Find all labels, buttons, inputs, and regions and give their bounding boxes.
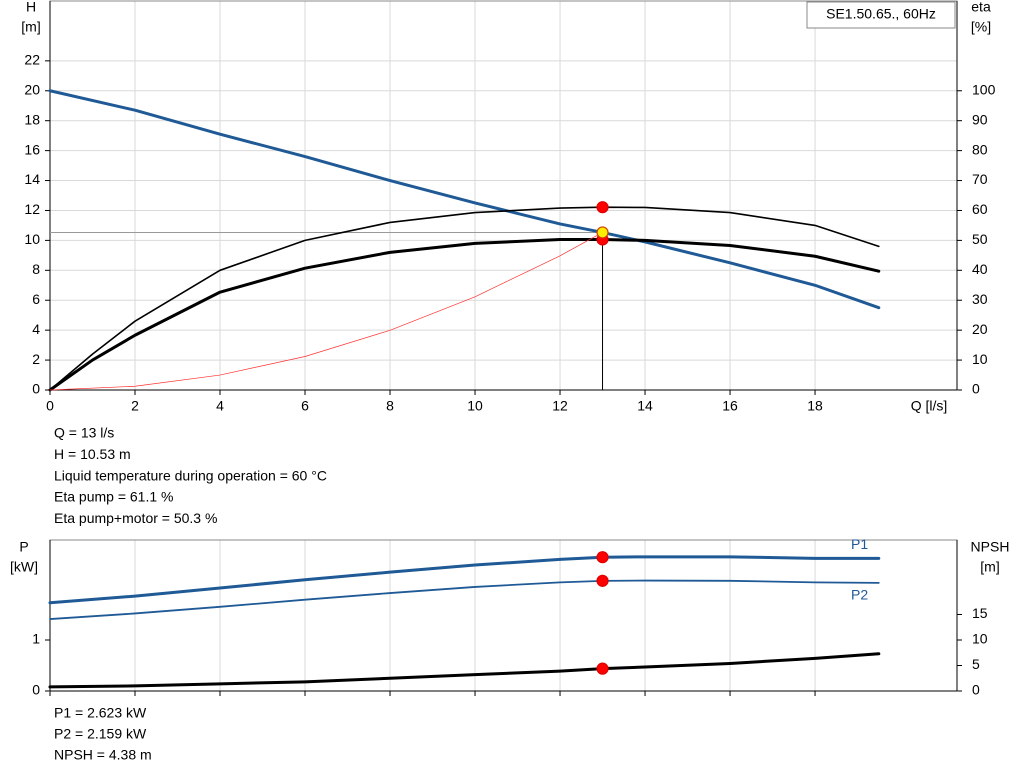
x-tick-label: 6 bbox=[301, 398, 309, 414]
y2-tick-label: 70 bbox=[972, 171, 988, 187]
x-tick-label: 0 bbox=[46, 398, 54, 414]
y-tick-label: 2 bbox=[32, 351, 40, 367]
y-tick-label: 8 bbox=[32, 261, 40, 277]
y-tick-label: 22 bbox=[24, 52, 40, 68]
y-axis-label: H bbox=[26, 0, 36, 15]
x-tick-label: 16 bbox=[722, 398, 738, 414]
x-tick-label: 12 bbox=[552, 398, 568, 414]
operating-point bbox=[596, 574, 609, 587]
readout-line: Liquid temperature during operation = 60… bbox=[54, 467, 327, 483]
y2-tick-label: 5 bbox=[972, 656, 980, 672]
x-tick-label: 18 bbox=[807, 398, 823, 414]
y2-tick-label: 0 bbox=[972, 682, 980, 698]
y-tick-label: 10 bbox=[24, 231, 40, 247]
y2-tick-label: 80 bbox=[972, 141, 988, 157]
y-tick-label: 18 bbox=[24, 111, 40, 127]
y-tick-label: 6 bbox=[32, 291, 40, 307]
y2-tick-label: 50 bbox=[972, 231, 988, 247]
y-tick-label: 4 bbox=[32, 321, 40, 337]
y-axis-unit: [kW] bbox=[10, 559, 38, 575]
curve bbox=[48, 652, 881, 689]
y2-tick-label: 30 bbox=[972, 291, 988, 307]
y2-tick-label: 0 bbox=[972, 381, 980, 397]
y2-axis-label: NPSH bbox=[971, 539, 1010, 555]
y-axis-label: P bbox=[19, 539, 28, 555]
title-box bbox=[806, 1, 956, 29]
y-tick-label: 14 bbox=[24, 171, 40, 187]
y-tick-label: 16 bbox=[24, 141, 40, 157]
y-tick-label: 1 bbox=[32, 631, 40, 647]
operating-point bbox=[596, 551, 609, 564]
operating-point bbox=[596, 201, 609, 214]
readout-line: Eta pump = 61.1 % bbox=[54, 489, 173, 505]
operating-point bbox=[596, 226, 609, 239]
x-tick-label: 4 bbox=[216, 398, 224, 414]
chart-title: SE1.50.65., 60Hz bbox=[826, 6, 936, 22]
readout-line: Eta pump+motor = 50.3 % bbox=[54, 510, 217, 526]
curve bbox=[49, 206, 880, 391]
curve bbox=[48, 555, 881, 605]
operating-point bbox=[596, 662, 609, 675]
y2-tick-label: 20 bbox=[972, 321, 988, 337]
readout-line: P1 = 2.623 kW bbox=[54, 705, 147, 721]
x-tick-label: 8 bbox=[386, 398, 394, 414]
x-tick-label: 2 bbox=[131, 398, 139, 414]
y-tick-label: 0 bbox=[32, 682, 40, 698]
y2-axis-unit: [m] bbox=[980, 559, 999, 575]
y2-tick-label: 10 bbox=[972, 631, 988, 647]
y2-tick-label: 10 bbox=[972, 351, 988, 367]
readout-line: Q = 13 l/s bbox=[54, 425, 114, 441]
y-tick-label: 12 bbox=[24, 201, 40, 217]
plot-frame bbox=[49, 0, 958, 391]
x-tick-label: 14 bbox=[637, 398, 653, 414]
curve bbox=[48, 89, 881, 310]
y2-tick-label: 90 bbox=[972, 111, 988, 127]
y-tick-label: 20 bbox=[24, 81, 40, 97]
readout-line: P2 = 2.159 kW bbox=[54, 726, 147, 742]
y2-tick-label: 60 bbox=[972, 201, 988, 217]
curve bbox=[48, 237, 881, 392]
series-label: P2 bbox=[851, 587, 868, 603]
y2-tick-label: 15 bbox=[972, 605, 988, 621]
series-label: P1 bbox=[851, 536, 868, 552]
x-axis-label: Q [l/s] bbox=[911, 398, 948, 414]
curve bbox=[49, 579, 880, 620]
y-tick-label: 0 bbox=[32, 381, 40, 397]
y2-tick-label: 100 bbox=[972, 81, 996, 97]
readout-line: NPSH = 4.38 m bbox=[54, 747, 152, 763]
y2-axis-unit: [%] bbox=[971, 19, 991, 35]
y2-axis-label: eta bbox=[971, 0, 991, 15]
readout-line: H = 10.53 m bbox=[54, 446, 131, 462]
y2-tick-label: 40 bbox=[972, 261, 988, 277]
y-axis-unit: [m] bbox=[21, 19, 40, 35]
x-tick-label: 10 bbox=[467, 398, 483, 414]
curve bbox=[49, 232, 603, 391]
